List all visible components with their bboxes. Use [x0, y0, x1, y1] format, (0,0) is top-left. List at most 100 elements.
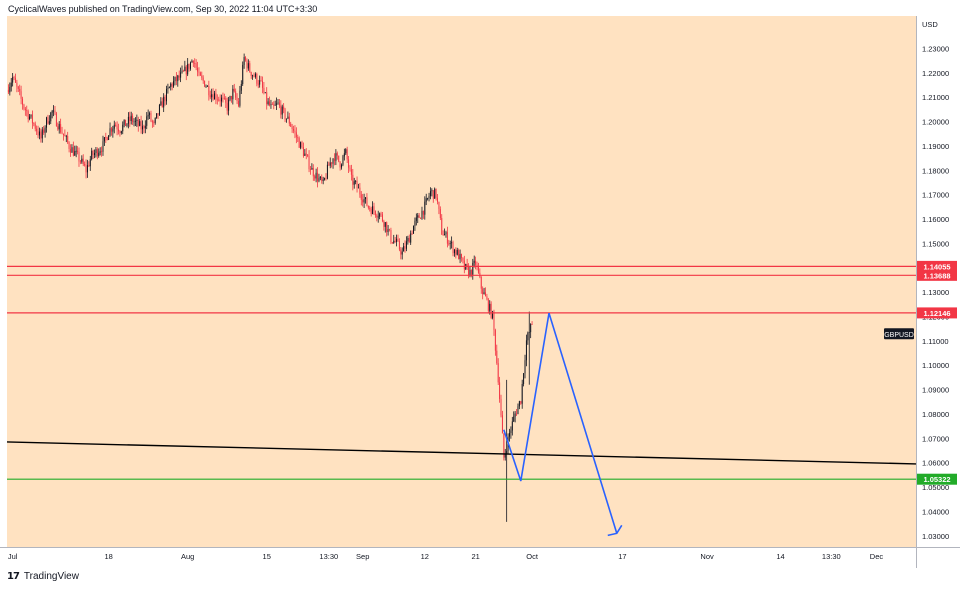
candle-body [473, 260, 475, 263]
time-tick-label: 13:30 [822, 552, 841, 561]
candle-body [171, 83, 173, 87]
candle-body [356, 181, 358, 188]
price-tick-label: 1.09000 [922, 386, 949, 395]
candle-body [439, 209, 441, 218]
candle-body [206, 85, 208, 87]
candle-body [212, 94, 214, 100]
candle-body [223, 97, 225, 99]
candle-body [407, 237, 409, 242]
price-tick-label: 1.06000 [922, 459, 949, 468]
candle-body [14, 77, 16, 83]
candle-body [311, 167, 313, 170]
candle-body [480, 276, 482, 289]
candle-body [367, 205, 369, 208]
candle-body [221, 97, 223, 102]
candle-body [294, 130, 296, 133]
candle-body [319, 176, 321, 179]
candle-body [149, 113, 151, 115]
tradingview-logo-icon: 17 [7, 571, 20, 582]
candle-body [285, 118, 287, 120]
candle-body [277, 102, 279, 104]
candle-body [101, 151, 103, 153]
support-price-tag [917, 473, 957, 485]
time-tick-label: 17 [618, 552, 626, 561]
candle-body [318, 178, 320, 182]
candle-body [360, 194, 362, 200]
candle-body [50, 112, 52, 122]
candle-body [184, 66, 186, 71]
candle-body [525, 340, 527, 361]
candle-body [246, 60, 248, 69]
candle-body [233, 88, 235, 92]
candle-body [417, 215, 419, 218]
candle-body [187, 63, 189, 75]
candle-body [230, 95, 232, 100]
candle-body [143, 126, 145, 129]
plot-background [7, 16, 916, 547]
projection-path [503, 312, 618, 534]
candle-body [441, 217, 443, 235]
candle-body [381, 214, 383, 222]
candle-body [469, 269, 471, 276]
candle-body [369, 207, 371, 210]
candle-body [267, 101, 269, 105]
candle-body [458, 249, 460, 260]
candle-body [43, 129, 45, 133]
candle-body [22, 98, 24, 105]
candle-body [13, 77, 15, 78]
candle-body [195, 63, 197, 68]
candle-body [142, 126, 144, 130]
candle-body [113, 124, 115, 129]
candle-body [370, 209, 372, 214]
candle-body [54, 110, 56, 114]
candle-body [383, 221, 385, 227]
candle-body [346, 149, 348, 160]
candle-body [398, 240, 400, 250]
candle-body [352, 174, 354, 185]
candle-body [192, 60, 194, 64]
candle-body [181, 70, 183, 73]
candle-body [446, 232, 448, 244]
candle-body [55, 113, 57, 127]
candle-body [144, 125, 146, 129]
time-tick-label: 21 [471, 552, 479, 561]
candle-body [455, 249, 457, 255]
candle-body [47, 117, 49, 124]
candle-body [109, 128, 111, 136]
candle-body [429, 191, 431, 197]
candle-body [414, 220, 416, 226]
candle-body [34, 123, 36, 129]
price-tick-label: 1.03000 [922, 532, 949, 541]
candle-body [445, 232, 447, 235]
candle-body [261, 80, 263, 88]
candle-body [137, 119, 139, 126]
candle-body [175, 76, 177, 82]
candle-body [432, 190, 434, 199]
candle-body [67, 136, 69, 143]
time-tick-label: 13:30 [319, 552, 338, 561]
candle-body [242, 64, 244, 85]
candle-body [487, 299, 489, 311]
candle-body [300, 142, 302, 148]
price-tick-label: 1.16000 [922, 215, 949, 224]
candle-body [449, 243, 451, 244]
resistance-price-label: 1.14055 [923, 262, 950, 271]
candle-body [328, 164, 330, 166]
candle-body [415, 217, 417, 221]
candle-body [472, 262, 474, 275]
candle-body [530, 324, 532, 333]
publisher-caption: CyclicalWaves published on TradingView.c… [8, 4, 318, 14]
time-tick-label: Jul [8, 552, 18, 561]
candle-body [504, 453, 506, 458]
candle-body [29, 116, 31, 120]
candle-body [283, 106, 285, 110]
tradingview-logo[interactable]: 17 TradingView [7, 571, 79, 582]
candle-body [170, 83, 172, 87]
candle-body [523, 373, 525, 384]
candle-body [119, 131, 121, 133]
candle-body [209, 95, 211, 98]
candle-body [377, 216, 379, 218]
candle-body [85, 165, 87, 173]
candle-body [401, 251, 403, 255]
